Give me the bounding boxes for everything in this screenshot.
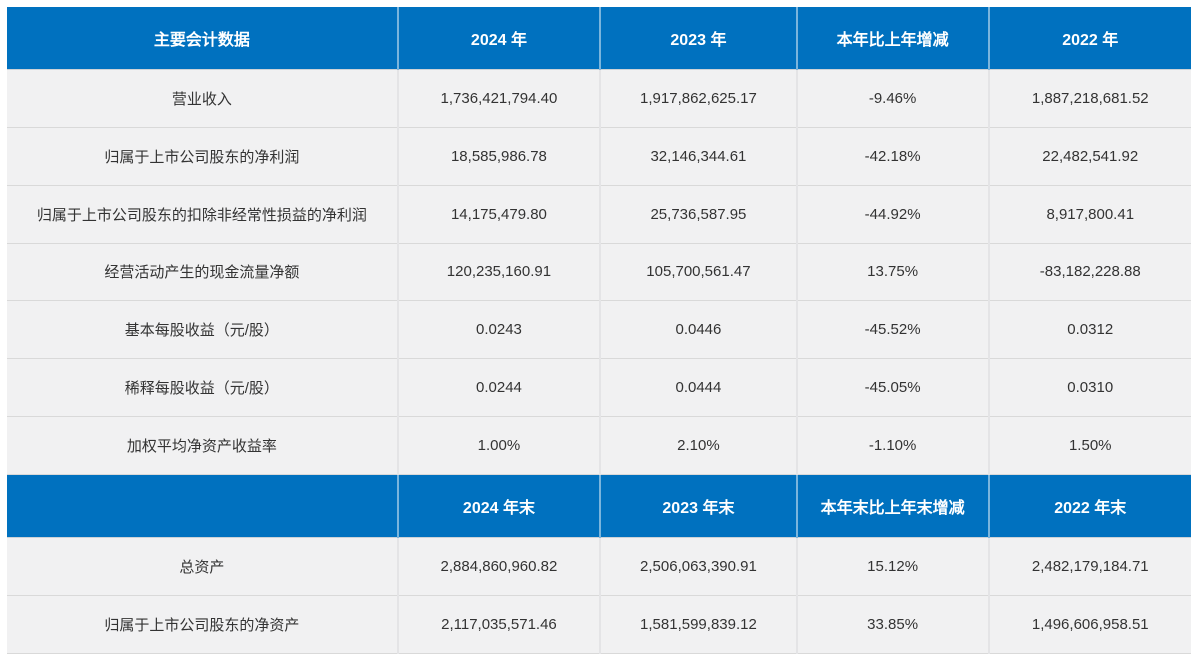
row-label: 营业收入 bbox=[7, 69, 399, 128]
column-header-end-2023: 2023 年末 bbox=[600, 474, 798, 539]
row-label: 总资产 bbox=[7, 537, 399, 597]
column-header-yoy-change: 本年比上年增减 bbox=[796, 7, 990, 71]
table-cell: 1.00% bbox=[397, 416, 602, 475]
table-row-operating-revenue: 营业收入 1,736,421,794.40 1,917,862,625.17 -… bbox=[7, 69, 1191, 128]
table-cell: -9.46% bbox=[796, 69, 990, 128]
table-row-net-profit-excl-nonrecurring: 归属于上市公司股东的扣除非经常性损益的净利润 14,175,479.80 25,… bbox=[7, 185, 1191, 244]
table-cell: -45.52% bbox=[796, 300, 990, 360]
row-label: 经营活动产生的现金流量净额 bbox=[7, 243, 399, 302]
table-cell: 0.0312 bbox=[988, 300, 1191, 360]
column-header-2022: 2022 年 bbox=[988, 7, 1191, 71]
column-header-end-2024: 2024 年末 bbox=[397, 474, 602, 539]
table-cell: 105,700,561.47 bbox=[600, 243, 798, 302]
row-label: 加权平均净资产收益率 bbox=[7, 416, 399, 475]
table-cell: 2,884,860,960.82 bbox=[397, 537, 602, 597]
table-cell: -45.05% bbox=[796, 358, 990, 417]
table-row-weighted-avg-roe: 加权平均净资产收益率 1.00% 2.10% -1.10% 1.50% bbox=[7, 416, 1191, 475]
table-cell: -1.10% bbox=[796, 416, 990, 475]
table-cell: 2.10% bbox=[600, 416, 798, 475]
column-header-2023: 2023 年 bbox=[600, 7, 798, 71]
table-row-basic-eps: 基本每股收益（元/股） 0.0243 0.0446 -45.52% 0.0312 bbox=[7, 300, 1191, 360]
table-cell: 0.0243 bbox=[397, 300, 602, 360]
column-header-end-2022: 2022 年末 bbox=[988, 474, 1191, 539]
section2-header-row: 2024 年末 2023 年末 本年末比上年末增减 2022 年末 bbox=[7, 474, 1191, 539]
table-cell: 2,117,035,571.46 bbox=[397, 595, 602, 654]
row-label: 归属于上市公司股东的扣除非经常性损益的净利润 bbox=[7, 185, 399, 244]
row-label: 归属于上市公司股东的净资产 bbox=[7, 595, 399, 654]
table-cell: -83,182,228.88 bbox=[988, 243, 1191, 302]
financial-summary-table: 主要会计数据 2024 年 2023 年 本年比上年增减 2022 年 营业收入… bbox=[7, 7, 1191, 654]
table-cell: 1,736,421,794.40 bbox=[397, 69, 602, 128]
table-cell: 0.0446 bbox=[600, 300, 798, 360]
table-cell: 1,581,599,839.12 bbox=[600, 595, 798, 654]
column-header-2024: 2024 年 bbox=[397, 7, 602, 71]
table-cell: 33.85% bbox=[796, 595, 990, 654]
table-cell: 18,585,986.78 bbox=[397, 127, 602, 186]
row-label: 基本每股收益（元/股） bbox=[7, 300, 399, 360]
table-cell: 2,482,179,184.71 bbox=[988, 537, 1191, 597]
table-cell: 1,917,862,625.17 bbox=[600, 69, 798, 128]
table-cell: -44.92% bbox=[796, 185, 990, 244]
row-label: 归属于上市公司股东的净利润 bbox=[7, 127, 399, 186]
column-header-main-accounting-data: 主要会计数据 bbox=[7, 7, 399, 71]
table-cell: 14,175,479.80 bbox=[397, 185, 602, 244]
column-header-blank bbox=[7, 474, 399, 539]
table-row-total-assets: 总资产 2,884,860,960.82 2,506,063,390.91 15… bbox=[7, 537, 1191, 597]
table-row-net-assets: 归属于上市公司股东的净资产 2,117,035,571.46 1,581,599… bbox=[7, 595, 1191, 654]
table-cell: -42.18% bbox=[796, 127, 990, 186]
table-cell: 120,235,160.91 bbox=[397, 243, 602, 302]
column-header-end-yoy-change: 本年末比上年末增减 bbox=[796, 474, 990, 539]
table-cell: 32,146,344.61 bbox=[600, 127, 798, 186]
row-label: 稀释每股收益（元/股） bbox=[7, 358, 399, 417]
table-cell: 15.12% bbox=[796, 537, 990, 597]
table-cell: 1.50% bbox=[988, 416, 1191, 475]
table-row-operating-cash-flow: 经营活动产生的现金流量净额 120,235,160.91 105,700,561… bbox=[7, 243, 1191, 302]
table-cell: 0.0444 bbox=[600, 358, 798, 417]
table-cell: 13.75% bbox=[796, 243, 990, 302]
table-cell: 8,917,800.41 bbox=[988, 185, 1191, 244]
table-cell: 0.0310 bbox=[988, 358, 1191, 417]
table-row-net-profit: 归属于上市公司股东的净利润 18,585,986.78 32,146,344.6… bbox=[7, 127, 1191, 186]
table-cell: 1,887,218,681.52 bbox=[988, 69, 1191, 128]
table-cell: 25,736,587.95 bbox=[600, 185, 798, 244]
section1-header-row: 主要会计数据 2024 年 2023 年 本年比上年增减 2022 年 bbox=[7, 7, 1191, 71]
table-cell: 0.0244 bbox=[397, 358, 602, 417]
table-cell: 22,482,541.92 bbox=[988, 127, 1191, 186]
table-cell: 1,496,606,958.51 bbox=[988, 595, 1191, 654]
table-row-diluted-eps: 稀释每股收益（元/股） 0.0244 0.0444 -45.05% 0.0310 bbox=[7, 358, 1191, 417]
table-cell: 2,506,063,390.91 bbox=[600, 537, 798, 597]
